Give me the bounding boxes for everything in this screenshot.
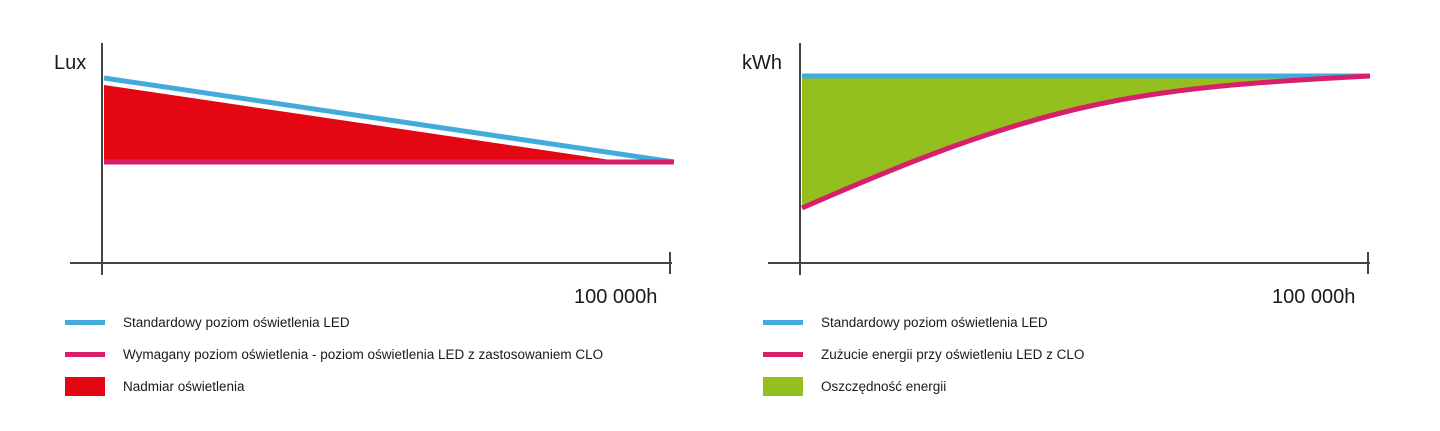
excess-lighting-area	[104, 85, 624, 162]
legend-item: Nadmiar oświetlenia	[65, 370, 603, 402]
legend-item: Oszczędność energii	[763, 370, 1084, 402]
legend-label: Standardowy poziom oświetlenia LED	[821, 314, 1048, 330]
legend-swatch-green	[763, 376, 803, 396]
legend-label: Nadmiar oświetlenia	[123, 378, 245, 394]
legend-item: Standardowy poziom oświetlenia LED	[65, 306, 603, 338]
legend-item: Zużucie energii przy oświetleniu LED z C…	[763, 338, 1084, 370]
legend-label: Standardowy poziom oświetlenia LED	[123, 314, 350, 330]
legend-label: Oszczędność energii	[821, 378, 947, 394]
left-x-axis-end-label: 100 000h	[574, 286, 658, 308]
chart-right	[768, 43, 1371, 275]
standard-led-line	[103, 75, 675, 165]
legend-swatch-red	[65, 376, 105, 396]
right-y-axis-label: kWh	[742, 52, 782, 74]
clo-energy-curve	[800, 73, 1371, 211]
legend-item: Standardowy poziom oświetlenia LED	[763, 306, 1084, 338]
legend-swatch-blue	[763, 319, 803, 325]
left-legend: Standardowy poziom oświetlenia LED Wymag…	[65, 306, 603, 402]
right-x-axis-end-label: 100 000h	[1272, 286, 1356, 308]
energy-saving-area	[802, 76, 1370, 208]
legend-swatch-blue	[65, 319, 105, 325]
legend-swatch-pink	[65, 351, 105, 357]
right-legend: Standardowy poziom oświetlenia LED Zużuc…	[763, 306, 1084, 402]
legend-item: Wymagany poziom oświetlenia - poziom ośw…	[65, 338, 603, 370]
legend-swatch-pink	[763, 351, 803, 357]
legend-label: Wymagany poziom oświetlenia - poziom ośw…	[123, 346, 604, 362]
legend-label: Zużucie energii przy oświetleniu LED z C…	[821, 346, 1085, 362]
left-y-axis-label: Lux	[54, 52, 87, 74]
chart-left	[70, 43, 675, 275]
